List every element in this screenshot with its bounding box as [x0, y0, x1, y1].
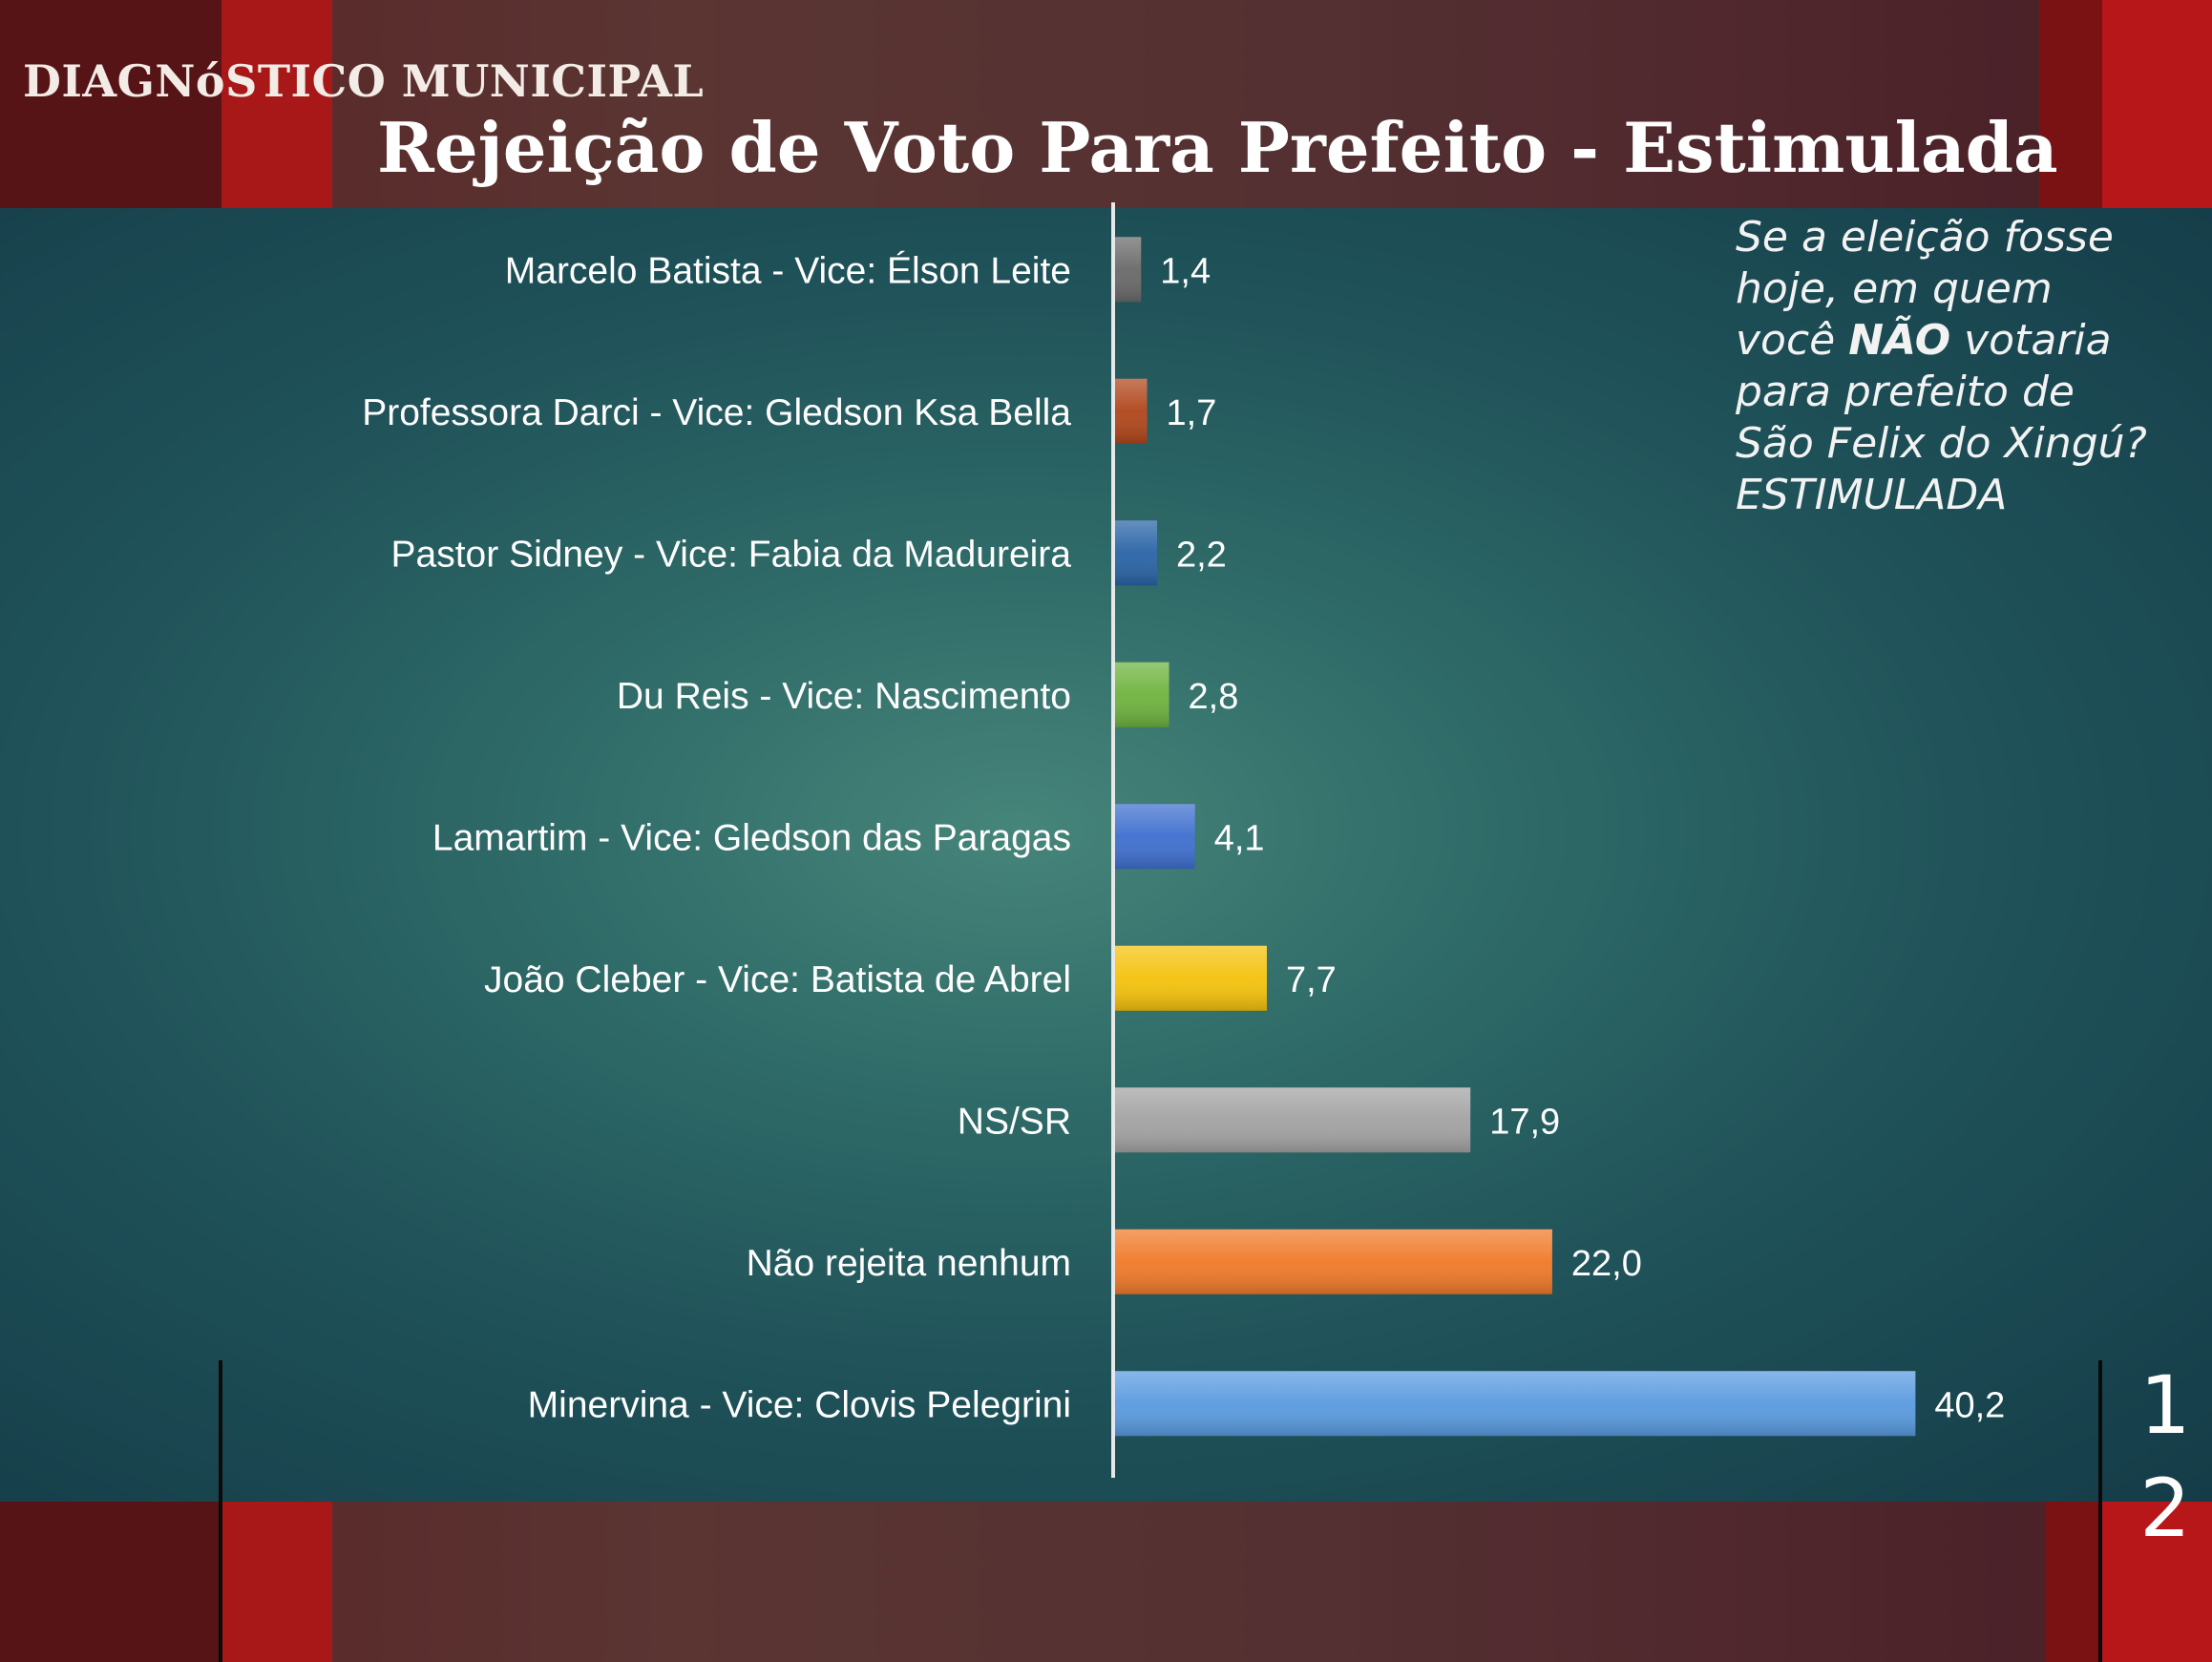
footer-dark-block [0, 1502, 221, 1662]
page-title: Rejeição de Voto Para Prefeito - Estimul… [377, 107, 2058, 188]
data-label: 4,1 [1214, 818, 1265, 858]
footer-right-red-block [2102, 1502, 2212, 1662]
chart-background [0, 208, 2212, 1502]
footer-red-block [221, 1502, 332, 1662]
category-label: Du Reis - Vice: Nascimento [617, 676, 1071, 717]
question-line-5: São Felix do Xingú? [1736, 419, 2147, 468]
data-label: 7,7 [1286, 960, 1337, 1000]
question-line-3: você NÃO votaria [1736, 315, 2194, 367]
bar-shading [1113, 945, 1267, 1011]
footer-band [0, 1502, 2212, 1662]
bar-shading [1113, 378, 1148, 444]
category-label: Lamartim - Vice: Gledson das Paragas [432, 817, 1071, 858]
data-label: 1,4 [1160, 251, 1211, 291]
footer-right-dark-block [2045, 1502, 2102, 1662]
category-label: Minervina - Vice: Clovis Pelegrini [528, 1384, 1071, 1425]
page-number-digit-2: 2 [2139, 1462, 2191, 1555]
bar-shading [1113, 520, 1157, 586]
right-divider-line [2098, 1360, 2102, 1662]
data-label: 22,0 [1571, 1244, 1642, 1284]
bar-shading [1113, 1087, 1471, 1153]
bar-shading [1113, 804, 1195, 870]
header-right-dark-block [2039, 0, 2102, 208]
data-label: 40,2 [1934, 1385, 2005, 1425]
brand-text: DIAGNóSTICO MUNICIPAL [23, 55, 705, 107]
question-line-1: Se a eleição fosse [1736, 213, 2114, 262]
header-band: DIAGNóSTICO MUNICIPAL Rejeição de Voto P… [0, 0, 2212, 208]
category-label: João Cleber - Vice: Batista de Abrel [484, 959, 1071, 1000]
category-label: Marcelo Batista - Vice: Élson Leite [505, 250, 1071, 291]
question-line-3-pre: você [1736, 316, 1849, 365]
question-line-4: para prefeito de [1736, 368, 2075, 416]
data-label: 17,9 [1489, 1102, 1560, 1142]
category-label: Pastor Sidney - Vice: Fabia da Madureira [391, 534, 1072, 575]
question-line-2: hoje, em quem [1736, 264, 2053, 313]
question-emphasis: NÃO [1848, 316, 1951, 365]
category-label: Professora Darci - Vice: Gledson Ksa Bel… [362, 392, 1071, 433]
bar-shading [1113, 1229, 1552, 1294]
question-line-6: ESTIMULADA [1736, 471, 2008, 519]
left-divider-line [219, 1360, 222, 1662]
bar-shading [1113, 237, 1142, 303]
header-dark-block [0, 0, 221, 208]
data-label: 2,2 [1176, 535, 1227, 575]
survey-question: Se a eleição fosse hoje, em quem você NÃ… [1736, 212, 2194, 521]
bar-shading [1113, 1371, 1916, 1437]
category-label: Não rejeita nenhum [747, 1243, 1071, 1284]
header-right-red-block [2102, 0, 2212, 208]
bar-shading [1113, 662, 1169, 727]
category-label: NS/SR [958, 1101, 1071, 1142]
data-label: 1,7 [1167, 393, 1217, 433]
question-line-3-post: votaria [1950, 316, 2112, 365]
data-label: 2,8 [1189, 677, 1239, 717]
header-red-block [221, 0, 332, 208]
page-number-digit-1: 1 [2139, 1358, 2191, 1452]
